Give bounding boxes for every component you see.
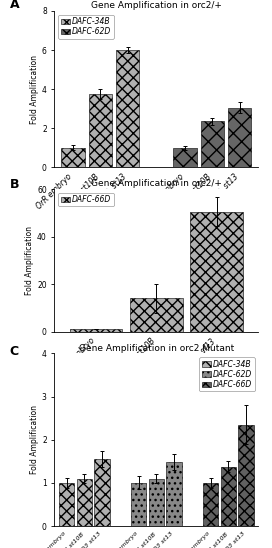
Text: C: C [10,345,19,358]
Bar [116,50,139,167]
Bar [89,94,112,167]
Title: Gene Amplification in orc2/+: Gene Amplification in orc2/+ [91,179,222,189]
Bar [174,147,197,167]
Bar [131,483,146,526]
Y-axis label: Fold Amplification: Fold Amplification [30,55,39,123]
Bar [94,459,110,526]
Title: Gene Amplification in orc2 Mutant: Gene Amplification in orc2 Mutant [79,344,234,353]
Bar [70,329,122,332]
Bar [200,121,224,167]
Legend: DAFC-66D: DAFC-66D [58,193,113,207]
Bar [61,147,85,167]
Bar [203,483,218,526]
Legend: DAFC-34B, DAFC-62D: DAFC-34B, DAFC-62D [58,15,113,38]
Text: A: A [10,0,19,12]
Legend: DAFC-34B, DAFC-62D, DAFC-66D: DAFC-34B, DAFC-62D, DAFC-66D [199,357,255,391]
Y-axis label: Fold Amplification: Fold Amplification [30,406,39,474]
Title: Gene Amplification in orc2/+: Gene Amplification in orc2/+ [91,1,222,10]
Bar [228,107,251,167]
Bar [149,478,164,526]
Bar [221,466,236,526]
Bar [166,462,182,526]
Bar [130,298,183,332]
Bar [77,478,92,526]
Bar [59,483,75,526]
Bar [238,425,254,526]
Bar [190,212,243,332]
Text: B: B [10,178,19,191]
Y-axis label: Fold Amplification: Fold Amplification [25,226,34,295]
